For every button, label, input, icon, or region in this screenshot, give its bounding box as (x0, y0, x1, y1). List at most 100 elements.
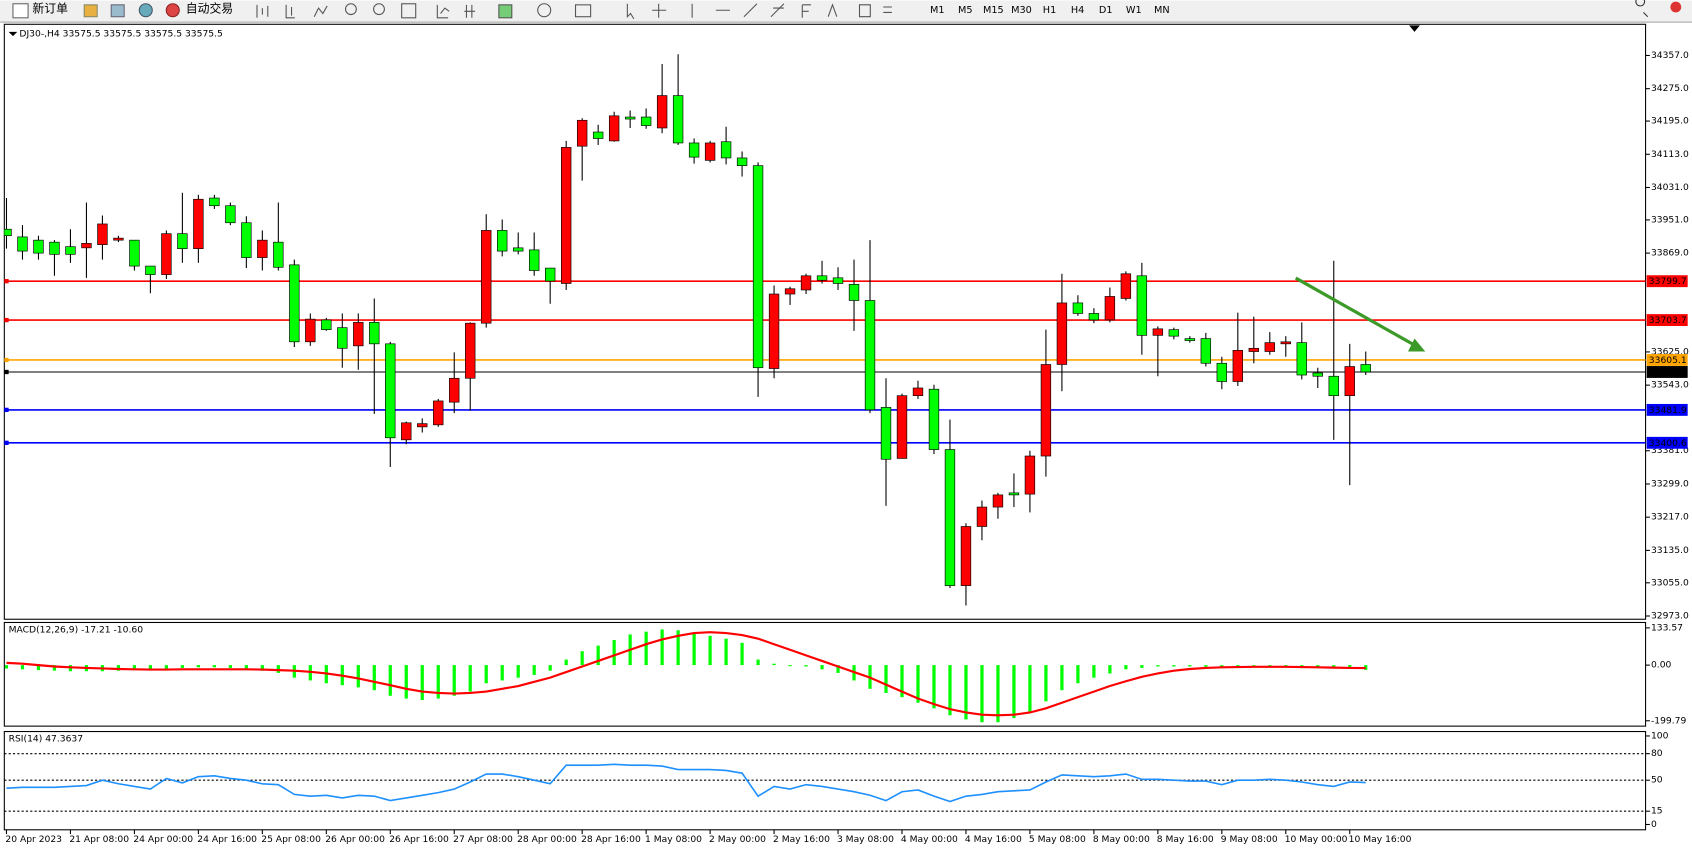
y-tick-label: 34113.0 (1651, 149, 1689, 160)
candle-body (33, 239, 44, 254)
candle-body (736, 157, 748, 166)
candle-body (880, 407, 892, 460)
candle-body (497, 230, 508, 252)
y-tick-label: 133.57 (1651, 622, 1683, 633)
y-tick-label: 33625.0 (1651, 346, 1689, 357)
y-tick-label: 32973.0 (1651, 610, 1689, 621)
icon[interactable] (344, 3, 357, 16)
macd-bar (1156, 665, 1160, 667)
x-tick-label: 21 Apr 08:00 (69, 834, 129, 845)
macd-bar (564, 659, 568, 666)
icon[interactable] (574, 4, 592, 18)
icon[interactable] (537, 3, 552, 18)
timeframe-button[interactable]: H4 (1071, 5, 1084, 16)
candle-body (1264, 342, 1275, 352)
candle-body (4, 228, 12, 237)
x-tick-label: 4 May 16:00 (965, 834, 1022, 845)
icon[interactable] (285, 4, 295, 19)
icon[interactable] (110, 4, 125, 18)
macd-bar (932, 665, 936, 709)
timeframe-button[interactable]: H1 (1043, 5, 1056, 16)
icon[interactable] (373, 3, 385, 16)
candle-body (800, 275, 812, 291)
icon[interactable] (626, 3, 635, 20)
timeframe-button[interactable]: M15 (983, 5, 1004, 16)
icon[interactable] (827, 3, 892, 18)
price-label-bg (1646, 275, 1688, 288)
macd-bar (516, 665, 520, 678)
price-marker (4, 357, 9, 363)
chart-title: DJ30-,H4 33575.5 33575.5 33575.5 33575.5 (19, 29, 223, 40)
candle-body (1216, 362, 1228, 382)
y-tick-label: 0.00 (1651, 660, 1672, 671)
icon[interactable] (256, 4, 269, 18)
macd-bar (244, 665, 248, 670)
x-tick-label: 20 Apr 2023 (5, 834, 62, 845)
candle-body (1344, 366, 1355, 396)
macd-bar (1348, 665, 1352, 668)
candle-body (688, 142, 700, 158)
icon[interactable] (401, 3, 417, 19)
x-tick-label: 26 Apr 16:00 (389, 834, 449, 845)
y-tick-label: 34357.0 (1651, 50, 1689, 61)
y-tick-label: 34275.0 (1651, 83, 1689, 94)
price-label: 33605.1 (1649, 355, 1687, 366)
icon[interactable] (498, 4, 513, 19)
candle-body (784, 288, 796, 295)
icon[interactable] (83, 4, 98, 18)
macd-bar (644, 631, 648, 666)
timeframe-button[interactable]: M1 (930, 5, 945, 16)
rsi-line (6, 763, 1366, 803)
macd-bar (804, 665, 808, 667)
header-marker (8, 31, 18, 37)
candle-body (193, 198, 204, 249)
y-tick-label: 15 (1651, 806, 1663, 817)
auto-trading-icon[interactable] (165, 3, 180, 18)
auto-trading[interactable]: 自动交易 (186, 2, 233, 16)
timeframe-button[interactable]: M30 (1011, 5, 1032, 16)
icon[interactable] (436, 4, 450, 19)
timeframe-button[interactable]: M5 (958, 5, 973, 16)
macd-bar (20, 665, 25, 670)
icon[interactable] (652, 3, 667, 18)
price-label: 33799.7 (1649, 276, 1687, 287)
price-label: 33481.9 (1649, 405, 1687, 416)
icon[interactable] (313, 5, 328, 17)
x-tick-label: 3 May 08:00 (837, 834, 894, 845)
candle-body (768, 293, 780, 369)
macd-bar (260, 665, 264, 671)
timeframe-button[interactable]: MN (1154, 5, 1170, 16)
macd-bar (916, 665, 920, 703)
macd-bar (276, 665, 280, 673)
notification-badge[interactable] (1670, 1, 1682, 13)
timeframe-button[interactable]: W1 (1126, 5, 1142, 16)
y-tick-label: 33951.0 (1651, 214, 1689, 225)
icon[interactable] (138, 3, 153, 18)
timeframe-button[interactable]: D1 (1099, 5, 1113, 16)
icon[interactable] (691, 3, 811, 18)
macd-bar (596, 645, 600, 666)
new-order[interactable]: 新订单 (32, 2, 68, 16)
x-tick-label: 10 May 00:00 (1285, 834, 1348, 845)
y-tick-label: 33381.0 (1651, 445, 1689, 456)
macd-bar (1140, 665, 1144, 668)
macd-bar (612, 640, 616, 666)
x-tick-label: 25 Apr 08:00 (261, 834, 321, 845)
y-tick-label: 33217.0 (1651, 512, 1689, 523)
x-tick-label: 10 May 16:00 (1349, 834, 1412, 845)
price-label-bg (1646, 314, 1688, 326)
candle-body (848, 283, 860, 301)
macd-bar (708, 635, 712, 666)
price-label: 33575.5 (1649, 367, 1687, 378)
macd-bar (724, 638, 728, 666)
new-order-icon[interactable] (12, 3, 29, 19)
y-tick-label: 34031.0 (1651, 182, 1689, 193)
icon[interactable] (464, 4, 476, 18)
macd-bar (1060, 665, 1064, 691)
search-icon[interactable] (1635, 0, 1649, 18)
candle-body (752, 165, 764, 369)
macd-bar (676, 630, 680, 666)
candle-body (1152, 328, 1164, 336)
y-tick-label: 33135.0 (1651, 545, 1689, 556)
y-tick-label: 100 (1651, 730, 1669, 741)
